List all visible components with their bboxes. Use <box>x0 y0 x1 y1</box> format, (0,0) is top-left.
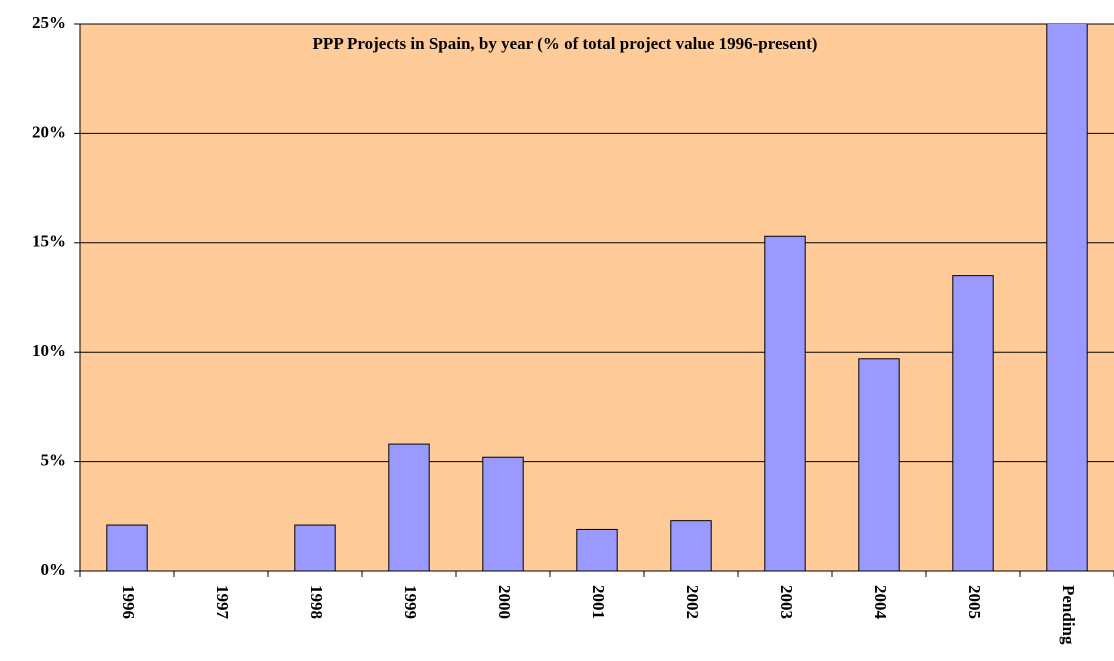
bar <box>388 443 430 572</box>
x-tick-label: 2005 <box>965 585 984 619</box>
plot-area <box>80 24 1114 571</box>
x-tick-label: 2004 <box>871 585 890 620</box>
y-tick-label: 15% <box>32 232 66 251</box>
y-tick-label: 10% <box>32 341 66 360</box>
bar <box>764 235 806 572</box>
bar <box>576 528 618 572</box>
x-tick-label: Pending <box>1059 585 1078 645</box>
x-tick-label: 2002 <box>683 585 702 619</box>
bar <box>1046 24 1088 572</box>
bar <box>952 275 994 572</box>
x-tick-label: 2001 <box>589 585 608 619</box>
x-tick-label: 2003 <box>777 585 796 619</box>
x-tick-label: 1997 <box>213 585 232 620</box>
y-tick-label: 20% <box>32 122 66 141</box>
bar <box>670 520 712 572</box>
y-tick-label: 5% <box>41 451 67 470</box>
bar <box>294 524 336 572</box>
chart-title: PPP Projects in Spain, by year (% of tot… <box>313 34 818 53</box>
y-tick-label: 0% <box>41 560 67 579</box>
bar <box>482 456 524 572</box>
y-tick-label: 25% <box>32 13 66 32</box>
bar <box>106 524 148 572</box>
x-tick-label: 2000 <box>495 585 514 619</box>
x-tick-label: 1998 <box>307 585 326 619</box>
x-tick-label: 1999 <box>401 585 420 619</box>
bar <box>858 358 900 572</box>
x-tick-label: 1996 <box>119 585 138 619</box>
bars <box>106 24 1088 572</box>
